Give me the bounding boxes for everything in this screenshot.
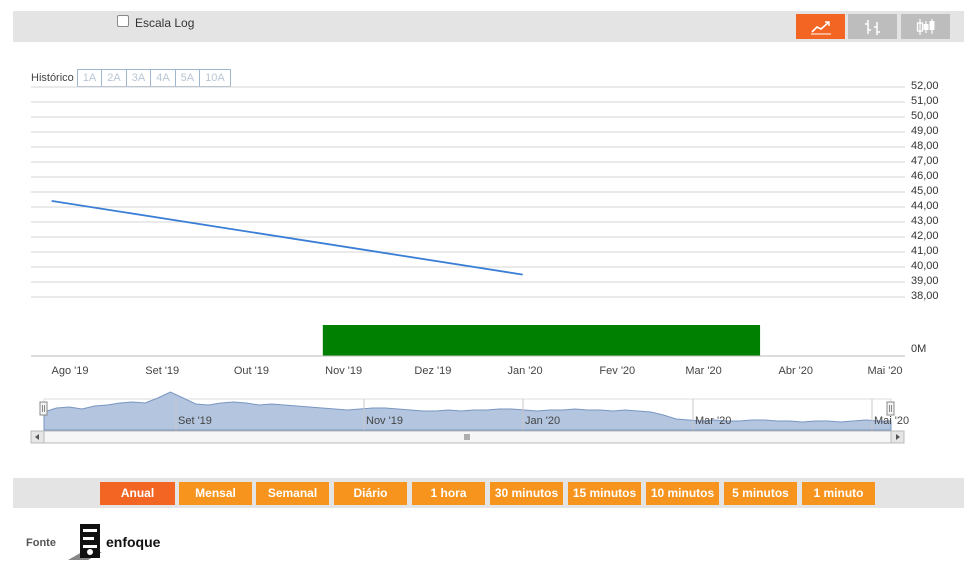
interval-button-anual[interactable]: Anual <box>100 482 175 505</box>
log-scale-label: Escala Log <box>135 16 195 30</box>
y-tick-label: 41,00 <box>911 245 939 257</box>
x-tick-label: Mar '20 <box>685 365 722 377</box>
navigator-scrollbar[interactable] <box>30 430 905 444</box>
y-tick-label: 38,00 <box>911 290 939 302</box>
navigator-tick-label: Nov '19 <box>366 415 403 427</box>
interval-button-diario[interactable]: Diário <box>334 482 407 505</box>
volume-bars <box>322 325 761 356</box>
x-tick-label: Ago '19 <box>51 365 89 377</box>
y-tick-label: 39,00 <box>911 275 939 287</box>
interval-button-30min[interactable]: 30 minutos <box>490 482 563 505</box>
price-series <box>51 200 523 276</box>
y-tick-label: 40,00 <box>911 260 939 272</box>
line-chart-icon <box>810 20 831 34</box>
x-tick-label: Set '19 <box>145 365 180 377</box>
navigator-right-handle[interactable] <box>886 401 895 416</box>
y-tick-label: 48,00 <box>911 140 939 152</box>
price-point <box>51 200 53 202</box>
log-scale-checkbox[interactable]: Escala Log <box>117 15 195 30</box>
y-tick-label: 47,00 <box>911 155 939 167</box>
y-tick-label: 46,00 <box>911 170 939 182</box>
interval-button-1hora[interactable]: 1 hora <box>412 482 485 505</box>
y-tick-label: 49,00 <box>911 125 939 137</box>
y-tick-label: 45,00 <box>911 185 939 197</box>
volume-axis-label: 0M <box>911 343 927 355</box>
interval-button-mensal[interactable]: Mensal <box>179 482 252 505</box>
interval-button-1min[interactable]: 1 minuto <box>802 482 875 505</box>
history-period-3a[interactable]: 3A <box>125 69 152 87</box>
enfoque-logo-icon <box>68 524 102 560</box>
navigator-left-handle[interactable] <box>39 401 48 416</box>
scroll-right-icon <box>896 434 900 440</box>
x-tick-label: Abr '20 <box>778 365 814 377</box>
line-chart-button[interactable] <box>796 14 845 39</box>
history-period-10a[interactable]: 10A <box>199 69 231 87</box>
interval-button-5min[interactable]: 5 minutos <box>724 482 797 505</box>
price-point <box>521 273 523 276</box>
scroll-left-icon <box>35 434 39 440</box>
source-label: Fonte <box>26 537 56 549</box>
checkbox-box[interactable] <box>117 15 129 27</box>
navigator-area <box>43 391 892 431</box>
x-tick-label: Jan '20 <box>507 365 543 377</box>
navigator-tick-label: Mai '20 <box>874 415 910 427</box>
y-tick-label: 52,00 <box>911 80 939 92</box>
history-selector: Histórico 1A 2A 3A 4A 5A 10A <box>31 69 231 87</box>
x-tick-label: Out '19 <box>233 365 269 377</box>
enfoque-logo-text: enfoque <box>106 534 161 550</box>
ohlc-bars-icon <box>864 19 880 35</box>
history-label: Histórico <box>31 72 74 84</box>
x-tick-label: Nov '19 <box>325 365 363 377</box>
y-tick-label: 44,00 <box>911 200 939 212</box>
y-tick-label: 51,00 <box>911 95 939 107</box>
history-period-4a[interactable]: 4A <box>150 69 176 87</box>
chart-toolbar: Escala Log <box>13 11 964 42</box>
interval-button-15min[interactable]: 15 minutos <box>568 482 641 505</box>
interval-bar: Anual Mensal Semanal Diário 1 hora 30 mi… <box>13 478 964 508</box>
candlestick-icon <box>916 18 934 35</box>
y-tick-label: 42,00 <box>911 230 939 242</box>
y-tick-label: 50,00 <box>911 110 939 122</box>
x-tick-label: Mai '20 <box>867 365 903 377</box>
navigator-gridlines <box>175 399 873 430</box>
history-period-2a[interactable]: 2A <box>101 69 127 87</box>
interval-button-semanal[interactable]: Semanal <box>256 482 329 505</box>
enfoque-logo[interactable]: enfoque <box>68 522 160 564</box>
navigator-tick-label: Jan '20 <box>525 415 561 427</box>
gridlines <box>31 86 905 298</box>
price-line <box>52 200 523 276</box>
x-tick-label: Fev '20 <box>599 365 636 377</box>
y-tick-label: 43,00 <box>911 215 939 227</box>
x-tick-label: Dez '19 <box>414 365 452 377</box>
volume-bar <box>322 325 761 356</box>
interval-button-10min[interactable]: 10 minutos <box>646 482 719 505</box>
navigator-tick-label: Mar '20 <box>695 415 732 427</box>
ohlc-button[interactable] <box>848 14 897 39</box>
navigator-tick-label: Set '19 <box>178 415 212 427</box>
candlestick-button[interactable] <box>901 14 950 39</box>
